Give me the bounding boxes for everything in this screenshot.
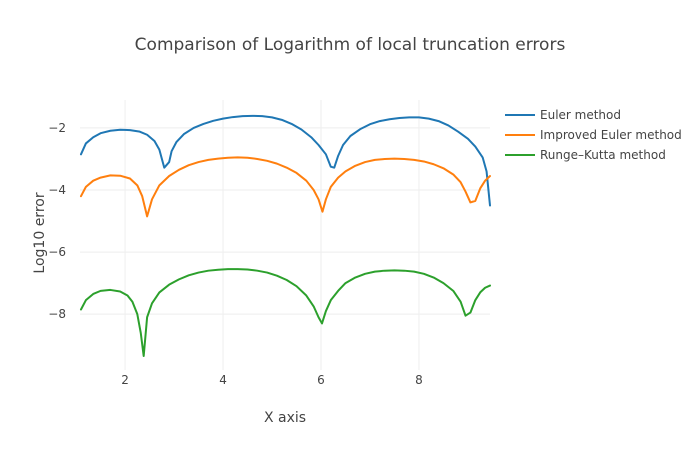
gridlines bbox=[80, 100, 490, 370]
x-axis-title: X axis bbox=[264, 410, 306, 426]
y-tick-label: −8 bbox=[48, 307, 66, 321]
legend-label: Runge–Kutta method bbox=[540, 148, 666, 162]
y-tick-label: −2 bbox=[48, 121, 66, 135]
y-tick-label: −4 bbox=[48, 183, 66, 197]
legend-label: Euler method bbox=[540, 108, 621, 122]
axis-ticks: 2 4 6 8 −2 −4 −6 −8 bbox=[48, 121, 422, 387]
y-tick-label: −6 bbox=[48, 245, 66, 259]
series-line-1[interactable] bbox=[79, 156, 491, 218]
legend-item-2[interactable]: Runge–Kutta method bbox=[505, 148, 666, 162]
legend[interactable]: Euler method Improved Euler method Runge–K… bbox=[505, 108, 682, 162]
x-tick-label: 2 bbox=[121, 373, 129, 387]
x-tick-label: 6 bbox=[317, 373, 325, 387]
y-axis-title: Log10 error bbox=[32, 192, 48, 273]
legend-item-1[interactable]: Improved Euler method bbox=[505, 128, 682, 142]
series-line-2[interactable] bbox=[79, 268, 491, 358]
legend-item-0[interactable]: Euler method bbox=[505, 108, 621, 122]
plot-area[interactable] bbox=[79, 114, 491, 358]
x-tick-label: 4 bbox=[219, 373, 227, 387]
legend-label: Improved Euler method bbox=[540, 128, 682, 142]
series-line-0[interactable] bbox=[79, 114, 491, 207]
x-tick-label: 8 bbox=[415, 373, 423, 387]
chart-title: Comparison of Logarithm of local truncat… bbox=[135, 35, 566, 55]
